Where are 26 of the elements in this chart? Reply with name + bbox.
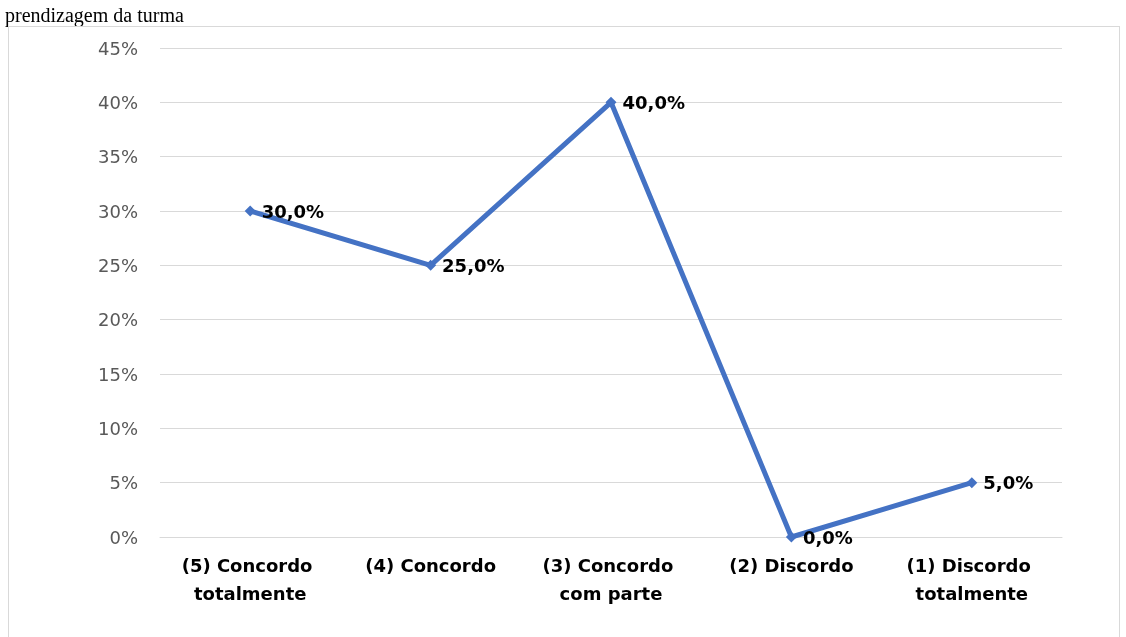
y-tick-label: 20% [97, 309, 138, 331]
y-tick-label: 5% [109, 472, 138, 494]
x-tick-label: (3) Concordo com parte [542, 554, 680, 604]
data-label: 5,0% [983, 472, 1034, 494]
y-tick-label: 40% [97, 91, 138, 113]
y-tick-label: 25% [97, 254, 138, 276]
point [425, 259, 437, 271]
data-label: 0,0% [802, 526, 853, 548]
point [605, 96, 617, 108]
point [244, 205, 256, 217]
chart-title: prendizagem da turma [5, 4, 184, 27]
y-tick-label: 15% [97, 363, 138, 385]
x-tick-label: (1) Discordo totalmente [906, 554, 1038, 604]
data-label: 30,0% [261, 200, 325, 222]
y-tick-label: 0% [109, 526, 138, 548]
y-tick-label: 35% [97, 146, 138, 168]
y-tick-label: 45% [97, 37, 138, 59]
point [785, 531, 797, 543]
x-tick-label: (4) Concordo [365, 554, 497, 576]
data-label: 25,0% [442, 254, 505, 276]
x-tick-label: (5) Concordo totalmente [181, 554, 319, 604]
data-label: 40,0% [622, 91, 685, 113]
point [966, 477, 978, 489]
y-tick-label: 30% [97, 200, 138, 222]
y-tick-label: 10% [97, 417, 138, 439]
x-tick-label: (2) Discordo [729, 554, 854, 576]
